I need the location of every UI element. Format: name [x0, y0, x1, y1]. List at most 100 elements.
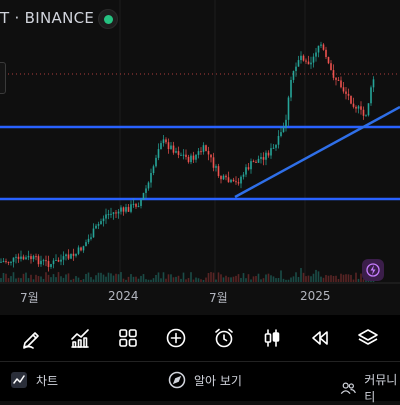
volume-bar — [175, 276, 177, 282]
candle-body — [192, 155, 195, 160]
draw-tool-button[interactable] — [19, 325, 45, 351]
volume-bar — [82, 279, 85, 282]
candle-body — [162, 139, 165, 144]
candle-body — [137, 205, 140, 207]
candle-body — [220, 176, 222, 180]
layouts-button[interactable] — [115, 325, 141, 351]
indicators-button[interactable] — [67, 325, 93, 351]
volume-bar — [217, 272, 220, 282]
side-panel-handle[interactable] — [0, 62, 6, 94]
candle-body — [35, 256, 37, 258]
volume-bar — [355, 272, 357, 282]
volume-bar — [120, 272, 122, 282]
volume-bar — [277, 278, 280, 282]
alarm-clock-icon — [215, 328, 233, 348]
draw-icon — [23, 332, 39, 349]
volume-bar — [162, 272, 165, 282]
candle-body — [40, 260, 42, 265]
tab-chart-label: 차트 — [36, 373, 59, 388]
candle-body — [222, 175, 225, 180]
candle-body — [115, 212, 117, 214]
candle-body — [252, 161, 255, 163]
lightning-button[interactable] — [362, 259, 384, 281]
volume-bar — [307, 275, 310, 282]
people-icon — [340, 382, 356, 395]
tab-chart[interactable]: 차트 — [10, 371, 58, 389]
chart-area[interactable]: T · BINANCE 7월 2024 7월 2025 — [0, 0, 400, 312]
volume-bar — [57, 272, 60, 282]
volume-bar — [102, 274, 105, 282]
volume-bar — [242, 273, 245, 282]
volume-bar — [170, 274, 172, 282]
replay-button[interactable] — [307, 325, 333, 351]
volume-bar — [185, 279, 187, 282]
candle-body — [190, 155, 192, 163]
candle-body — [280, 132, 282, 136]
volume-bar — [362, 279, 365, 282]
volume-bar — [300, 268, 302, 282]
chart-type-button[interactable] — [259, 325, 285, 351]
volume-bar — [202, 279, 205, 282]
volume-bar — [237, 274, 240, 282]
candle-body — [317, 45, 320, 53]
volume-bar — [187, 278, 190, 282]
volume-bar — [210, 272, 212, 282]
trend-line — [234, 105, 400, 199]
candle-body — [10, 261, 12, 263]
candle-body — [2, 261, 5, 263]
candle-body — [125, 207, 127, 212]
candle-body — [5, 261, 7, 263]
volume-bar — [292, 276, 295, 282]
candle-body — [290, 79, 292, 98]
tab-community[interactable]: 커뮤니티 — [340, 371, 400, 405]
candle-body — [352, 103, 355, 107]
candle-body — [225, 175, 227, 178]
volume-bar — [65, 274, 67, 282]
candle-body — [305, 60, 307, 62]
volume-bar — [122, 278, 125, 282]
candle-body — [297, 60, 300, 67]
volume-bar — [222, 277, 225, 282]
volume-bar — [55, 277, 57, 282]
candle-body — [350, 95, 352, 104]
candle-body — [287, 97, 290, 120]
volume-bar — [100, 272, 102, 282]
volume-bar — [112, 275, 115, 282]
candle-body — [155, 157, 157, 167]
volume-bar — [192, 279, 195, 282]
add-button[interactable] — [163, 325, 189, 351]
candle-body — [300, 55, 302, 61]
candle-body — [167, 142, 170, 150]
volume-bar — [37, 276, 40, 282]
tab-explore[interactable]: 알아 보기 — [168, 371, 242, 389]
volume-bar — [182, 272, 185, 282]
candle-body — [295, 66, 297, 72]
volume-bar — [10, 276, 12, 282]
candle-body — [127, 207, 130, 212]
volume-bars — [0, 268, 375, 282]
candle-body — [20, 256, 22, 259]
layers-button[interactable] — [355, 325, 381, 351]
volume-bar — [62, 277, 65, 282]
candle-body — [250, 161, 252, 170]
volume-bar — [310, 276, 312, 282]
symbol-text: T · BINANCE — [0, 9, 95, 27]
volume-bar — [197, 278, 200, 282]
volume-bar — [127, 276, 130, 282]
candle-body — [357, 106, 360, 109]
volume-bar — [12, 272, 15, 282]
volume-bar — [330, 275, 332, 282]
candle-body — [267, 152, 270, 156]
market-status-indicator — [98, 9, 118, 29]
alert-button[interactable] — [211, 325, 237, 351]
candle-body — [307, 61, 310, 65]
symbol-header[interactable]: T · BINANCE — [0, 6, 94, 30]
candle-body — [340, 80, 342, 88]
volume-bar — [335, 275, 337, 282]
candle-body — [242, 174, 245, 177]
price-chart[interactable] — [0, 0, 400, 312]
volume-bar — [47, 274, 50, 282]
volume-bar — [332, 275, 335, 282]
volume-bar — [130, 274, 132, 282]
layers-icon — [358, 329, 378, 345]
